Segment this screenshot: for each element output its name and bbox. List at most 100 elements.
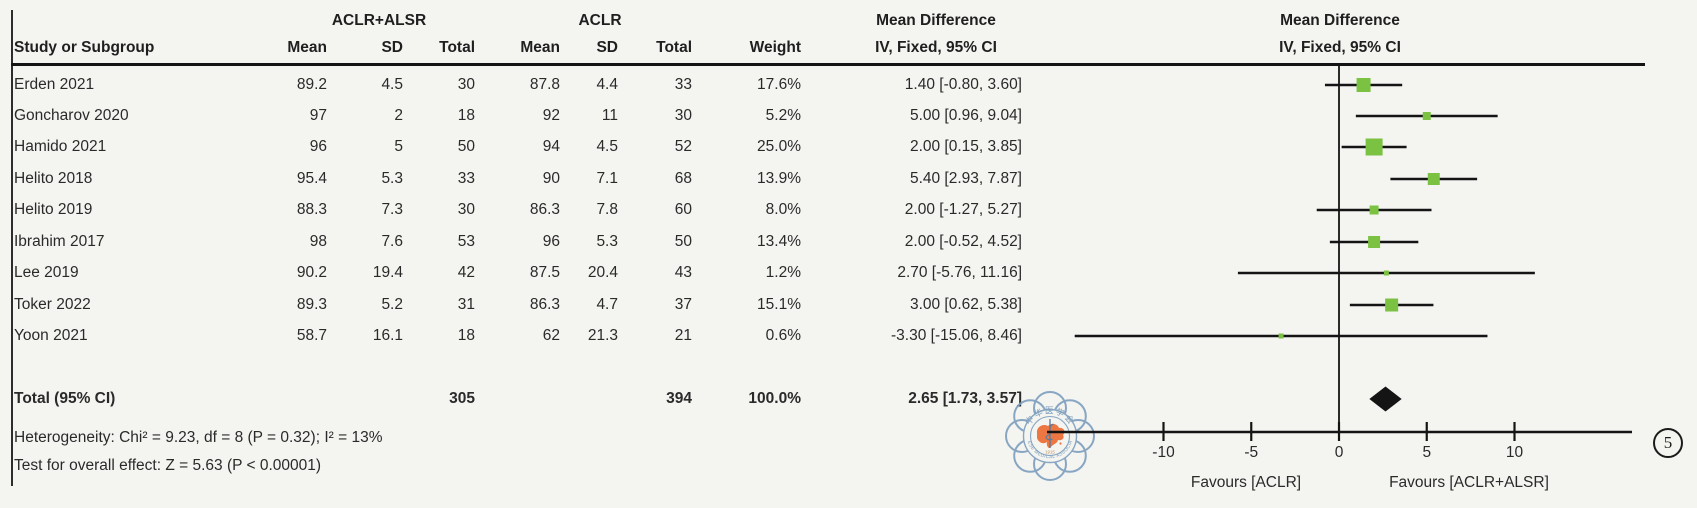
tick-label: 5	[1422, 444, 1431, 461]
column-header-study: Study or Subgroup	[14, 39, 155, 56]
mean1-cell: 97	[309, 107, 327, 124]
study-name: Helito 2018	[14, 170, 93, 187]
effect-marker	[1383, 270, 1389, 276]
favours-right-label: Favours [ACLR+ALSR]	[1389, 474, 1549, 491]
study-name: Helito 2019	[14, 201, 93, 218]
mean2-cell: 86.3	[529, 201, 560, 218]
total2-cell: 30	[674, 107, 692, 124]
weight-cell: 25.0%	[757, 138, 801, 155]
study-name: Yoon 2021	[14, 327, 88, 344]
sd1-cell: 7.3	[381, 201, 403, 218]
ci-text-cell: 3.00 [0.62, 5.38]	[909, 296, 1022, 313]
group-header-control: ACLR	[578, 12, 622, 29]
column-header-total2: Total	[656, 39, 692, 56]
total2-cell: 43	[674, 264, 692, 281]
logo-taiwan-dot	[1059, 442, 1062, 445]
column-header-total1: Total	[439, 39, 475, 56]
mean1-cell: 88.3	[296, 201, 327, 218]
sd2-cell: 4.5	[596, 138, 618, 155]
column-header-sd1: SD	[381, 39, 403, 56]
weight-cell: 0.6%	[765, 327, 801, 344]
effect-marker	[1427, 173, 1440, 185]
sd1-cell: 2	[394, 107, 403, 124]
effect-marker	[1385, 298, 1399, 312]
total1-sum-cell: 305	[449, 390, 475, 407]
sd1-cell: 5.2	[381, 296, 403, 313]
logo-china-map	[1036, 423, 1065, 449]
ci-text-cell: 2.00 [-1.27, 5.27]	[904, 201, 1022, 218]
total1-cell: 50	[457, 138, 475, 155]
tick-label: -10	[1152, 444, 1175, 461]
effect-marker	[1365, 138, 1383, 156]
total-ci-text-cell: 2.65 [1.73, 3.57]	[908, 390, 1022, 407]
ci-text-cell: 2.00 [0.15, 3.85]	[909, 138, 1022, 155]
ci-text-cell: -3.30 [-15.06, 8.46]	[891, 327, 1022, 344]
effect-marker	[1368, 236, 1381, 248]
ci-text-cell: 5.00 [0.96, 9.04]	[909, 107, 1022, 124]
column-header-mean1: Mean	[287, 39, 327, 56]
sd1-cell: 19.4	[372, 264, 403, 281]
total1-cell: 53	[457, 233, 475, 250]
sd1-cell: 16.1	[372, 327, 403, 344]
total2-sum-cell: 394	[666, 390, 692, 407]
total2-cell: 68	[674, 170, 692, 187]
md-column-header-line2: IV, Fixed, 95% CI	[875, 39, 997, 56]
mean2-cell: 94	[542, 138, 560, 155]
sd2-cell: 4.4	[596, 76, 618, 93]
total1-cell: 18	[457, 327, 475, 344]
total2-cell: 60	[674, 201, 692, 218]
weight-cell: 5.2%	[765, 107, 801, 124]
mean1-cell: 58.7	[296, 327, 327, 344]
heterogeneity-text: Heterogeneity: Chi² = 9.23, df = 8 (P = …	[14, 429, 383, 446]
total2-cell: 21	[674, 327, 692, 344]
weight-cell: 8.0%	[765, 201, 801, 218]
panel-number: 5	[1663, 433, 1673, 452]
logo-year: 1915	[1045, 450, 1055, 455]
md-column-header-line1: Mean Difference	[876, 12, 996, 29]
mean1-cell: 89.3	[296, 296, 327, 313]
total1-cell: 30	[457, 201, 475, 218]
sd2-cell: 4.7	[596, 296, 618, 313]
total1-cell: 33	[457, 170, 475, 187]
column-header-sd2: SD	[596, 39, 618, 56]
mean2-cell: 62	[542, 327, 560, 344]
mean2-cell: 87.8	[529, 76, 560, 93]
cma-logo-svg: 中华医学会 CHINESE MEDICAL ASSOCIATION 1915	[1005, 391, 1095, 481]
ci-text-cell: 1.40 [-0.80, 3.60]	[904, 76, 1022, 93]
logo-band-outer-ring	[1022, 408, 1078, 464]
study-name: Goncharov 2020	[14, 107, 129, 124]
effect-marker	[1422, 112, 1431, 120]
sd1-cell: 5	[394, 138, 403, 155]
tick-label: 10	[1506, 444, 1524, 461]
effect-marker	[1356, 78, 1371, 92]
logo-inner-ring	[1029, 415, 1071, 457]
effect-marker	[1369, 205, 1379, 215]
sd1-cell: 5.3	[381, 170, 403, 187]
sd1-cell: 4.5	[381, 76, 403, 93]
study-name: Hamido 2021	[14, 138, 107, 155]
total1-cell: 42	[457, 264, 475, 281]
figure-left-border	[11, 10, 13, 486]
total2-cell: 50	[674, 233, 692, 250]
study-name: Erden 2021	[14, 76, 95, 93]
group-header-experimental: ACLR+ALSR	[331, 12, 427, 29]
total-diamond	[1369, 386, 1402, 412]
sd1-cell: 7.6	[381, 233, 403, 250]
total2-cell: 52	[674, 138, 692, 155]
weight-cell: 15.1%	[757, 296, 801, 313]
column-header-mean2: Mean	[520, 39, 560, 56]
mean1-cell: 98	[309, 233, 327, 250]
weight-cell: 17.6%	[757, 76, 801, 93]
mean2-cell: 96	[542, 233, 560, 250]
header-rule	[11, 63, 1645, 66]
sd2-cell: 11	[601, 107, 618, 124]
mean1-cell: 90.2	[296, 264, 327, 281]
tick-label: 0	[1335, 444, 1344, 461]
ci-text-cell: 5.40 [2.93, 7.87]	[909, 170, 1022, 187]
column-header-weight: Weight	[749, 39, 801, 56]
plot-column-header-line1: Mean Difference	[1280, 12, 1400, 29]
sd2-cell: 20.4	[587, 264, 618, 281]
weight-cell: 13.9%	[757, 170, 801, 187]
favours-left-label: Favours [ACLR]	[1191, 474, 1301, 491]
